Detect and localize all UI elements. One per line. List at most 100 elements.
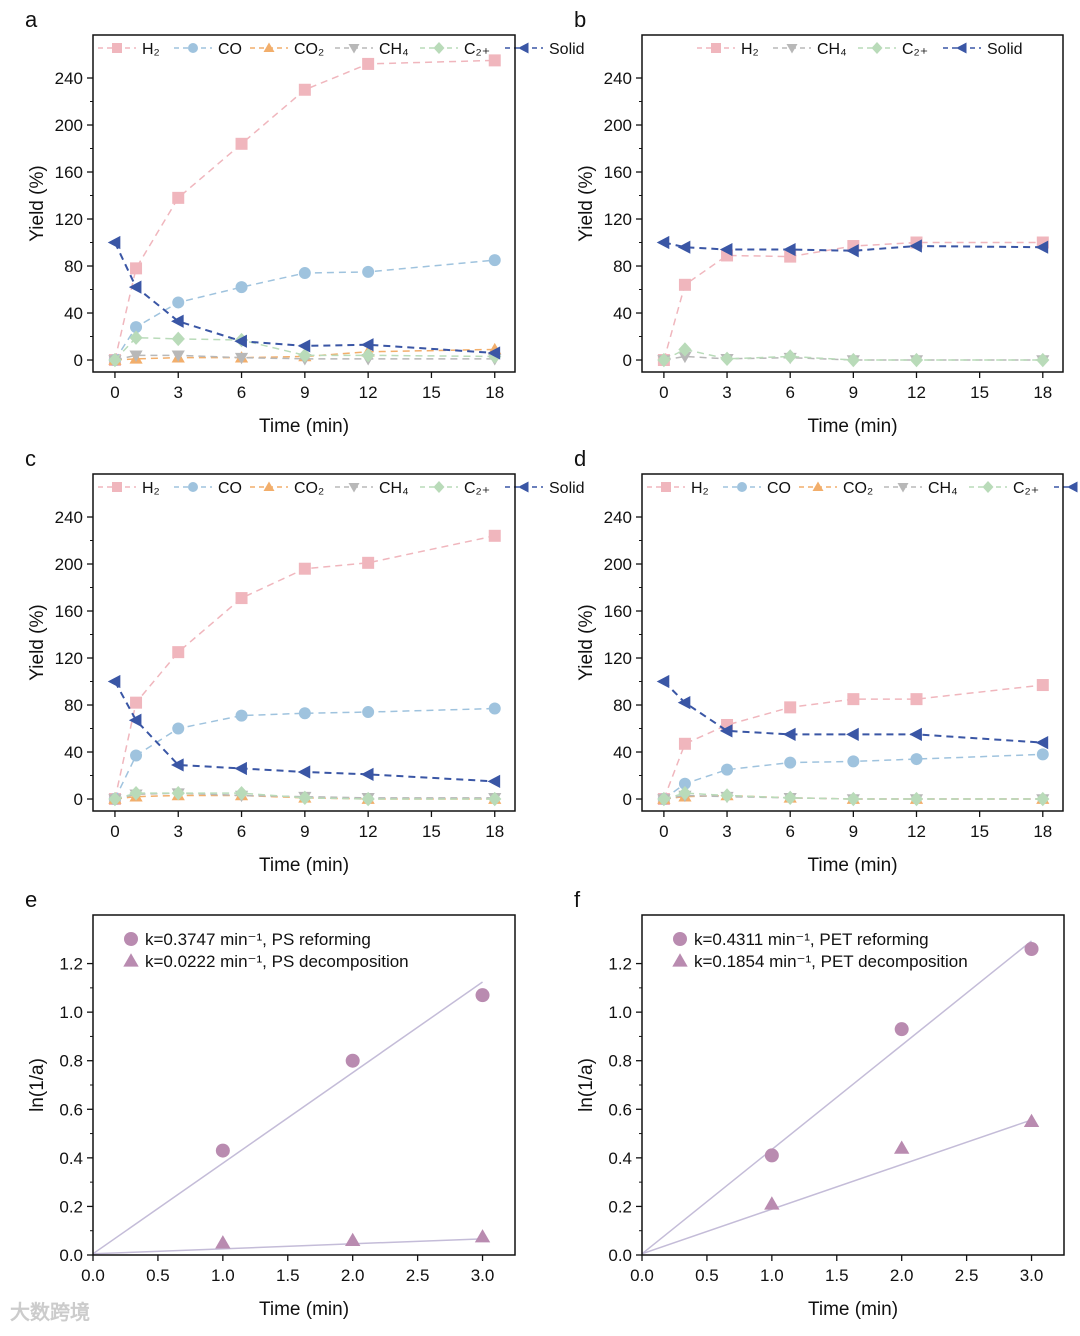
y-tick-label: 40 <box>64 743 83 762</box>
y-tick-label: 0.8 <box>59 1052 83 1071</box>
legend-label: Solid <box>549 480 585 497</box>
legend-label: Solid <box>987 41 1023 58</box>
y-tick-label: 1.0 <box>608 1003 632 1022</box>
panel-d: d 0 3 6 9 12 15 18 0 40 80 120 160 200 240 Time (min) Yi… <box>574 446 1080 876</box>
x-tick-label: 3 <box>722 822 731 841</box>
legend-label: H₂ <box>691 480 709 497</box>
y-tick-label: 200 <box>604 555 632 574</box>
legend-label: H₂ <box>142 480 160 497</box>
data-point-C2 <box>783 349 797 364</box>
data-point <box>1024 942 1039 956</box>
y-tick-label: 120 <box>604 210 632 229</box>
data-point-CH4 <box>234 352 249 365</box>
axes-frame <box>92 473 516 812</box>
x-tick-label: 9 <box>849 383 858 402</box>
panel-b: b 0 3 6 9 12 15 18 0 40 80 120 160 200 240 Time (min) Yi… <box>574 7 1064 437</box>
data-point-Solid <box>909 727 922 741</box>
data-point-Solid <box>677 696 691 710</box>
data-point-H2 <box>362 57 375 70</box>
y-tick-label: 200 <box>55 555 83 574</box>
data-point-C2 <box>108 352 122 368</box>
x-axis-title: Time (min) <box>259 855 349 876</box>
axes-frame <box>92 34 516 373</box>
x-tick-label: 18 <box>1033 383 1052 402</box>
y-tick-label: 0.6 <box>608 1100 632 1119</box>
data-point-CO <box>910 753 923 766</box>
legend-diamond-icon <box>982 481 994 493</box>
x-tick-label: 1.5 <box>825 1266 849 1285</box>
legend-tri-left-icon <box>518 42 529 54</box>
y-tick-label: 0.0 <box>59 1246 83 1265</box>
legend-tri-down-icon <box>786 44 798 54</box>
data-point-H2 <box>678 737 691 750</box>
x-tick-label: 0 <box>659 383 668 402</box>
x-tick-label: 2.5 <box>955 1266 979 1285</box>
legend-label: k=0.0222 min⁻¹, PS decomposition <box>145 952 409 971</box>
y-tick-label: 1.2 <box>59 955 83 974</box>
legend-label: k=0.4311 min⁻¹, PET reforming <box>694 930 929 949</box>
data-point <box>894 1022 909 1037</box>
legend-label: C₂₊ <box>1013 480 1039 497</box>
y-tick-label: 240 <box>604 69 632 88</box>
legend-item: CO₂ <box>799 480 873 497</box>
y-axis-title: Yield (%) <box>576 165 597 241</box>
legend-tri-up-icon <box>263 42 275 52</box>
data-point <box>764 1196 780 1210</box>
legend-label: H₂ <box>741 41 759 58</box>
legend-item: H₂ <box>98 480 160 497</box>
x-axis-title: Time (min) <box>807 855 897 876</box>
legend-item: C₂₊ <box>858 41 928 58</box>
x-tick-label: 15 <box>970 822 989 841</box>
legend-item: CH₄ <box>335 480 409 497</box>
data-point-C2 <box>678 342 692 357</box>
y-tick-label: 0 <box>74 790 83 809</box>
legend-label: k=0.1854 min⁻¹, PET decomposition <box>694 952 968 971</box>
legend-circle-icon <box>737 482 747 492</box>
data-point <box>344 1232 361 1247</box>
y-tick-label: 0.2 <box>59 1197 83 1216</box>
y-tick-label: 240 <box>55 508 83 527</box>
legend-square-icon <box>711 43 721 53</box>
data-point-C2 <box>846 352 860 368</box>
x-axis-title: Time (min) <box>807 416 897 437</box>
legend-circle-icon <box>188 482 198 492</box>
plot-area <box>642 940 1040 1255</box>
x-tick-label: 0.5 <box>695 1266 719 1285</box>
legend-circle-icon <box>673 932 687 946</box>
x-tick-label: 6 <box>785 383 794 402</box>
data-point <box>474 1229 491 1243</box>
fit-line <box>642 940 1033 1255</box>
data-point-H2 <box>298 562 311 575</box>
y-axis-title: Yield (%) <box>27 604 48 680</box>
data-point-Solid <box>656 235 670 250</box>
data-point-Solid <box>171 758 184 772</box>
y-tick-label: 80 <box>64 696 83 715</box>
x-tick-label: 18 <box>485 383 504 402</box>
data-point-CO <box>130 321 143 334</box>
y-tick-label: 40 <box>613 304 632 323</box>
legend-label: C₂₊ <box>902 41 928 58</box>
data-point <box>215 1143 230 1158</box>
x-axis-title: Time (min) <box>808 1299 898 1320</box>
y-tick-label: 200 <box>604 116 632 135</box>
panel-f: f 0.0 0.5 1.0 1.5 2.0 2.5 3.0 0.0 0.2 0.4 0.6 0.8 1.0… <box>574 887 1065 1320</box>
x-tick-label: 3.0 <box>471 1266 495 1285</box>
panel-a: a 0 3 6 9 12 15 18 0 40 80 120 160 200 240 Time (min) Yi… <box>25 7 585 437</box>
series-line-H2 <box>663 241 1043 361</box>
data-point-H2 <box>235 137 248 150</box>
fit-line <box>642 1119 1032 1255</box>
y-tick-label: 0.4 <box>59 1149 83 1168</box>
y-tick-label: 80 <box>613 257 632 276</box>
data-point-C2 <box>298 790 312 806</box>
series-line-H2 <box>114 59 495 361</box>
x-tick-label: 6 <box>237 383 246 402</box>
data-point-CH4 <box>678 351 692 364</box>
data-point-Solid <box>360 767 374 781</box>
data-point-Solid <box>487 346 501 360</box>
data-point-C2 <box>298 348 312 363</box>
panel-label: e <box>25 887 37 912</box>
data-point-H2 <box>130 262 143 275</box>
y-tick-label: 200 <box>55 116 83 135</box>
y-tick-label: 160 <box>55 163 83 182</box>
